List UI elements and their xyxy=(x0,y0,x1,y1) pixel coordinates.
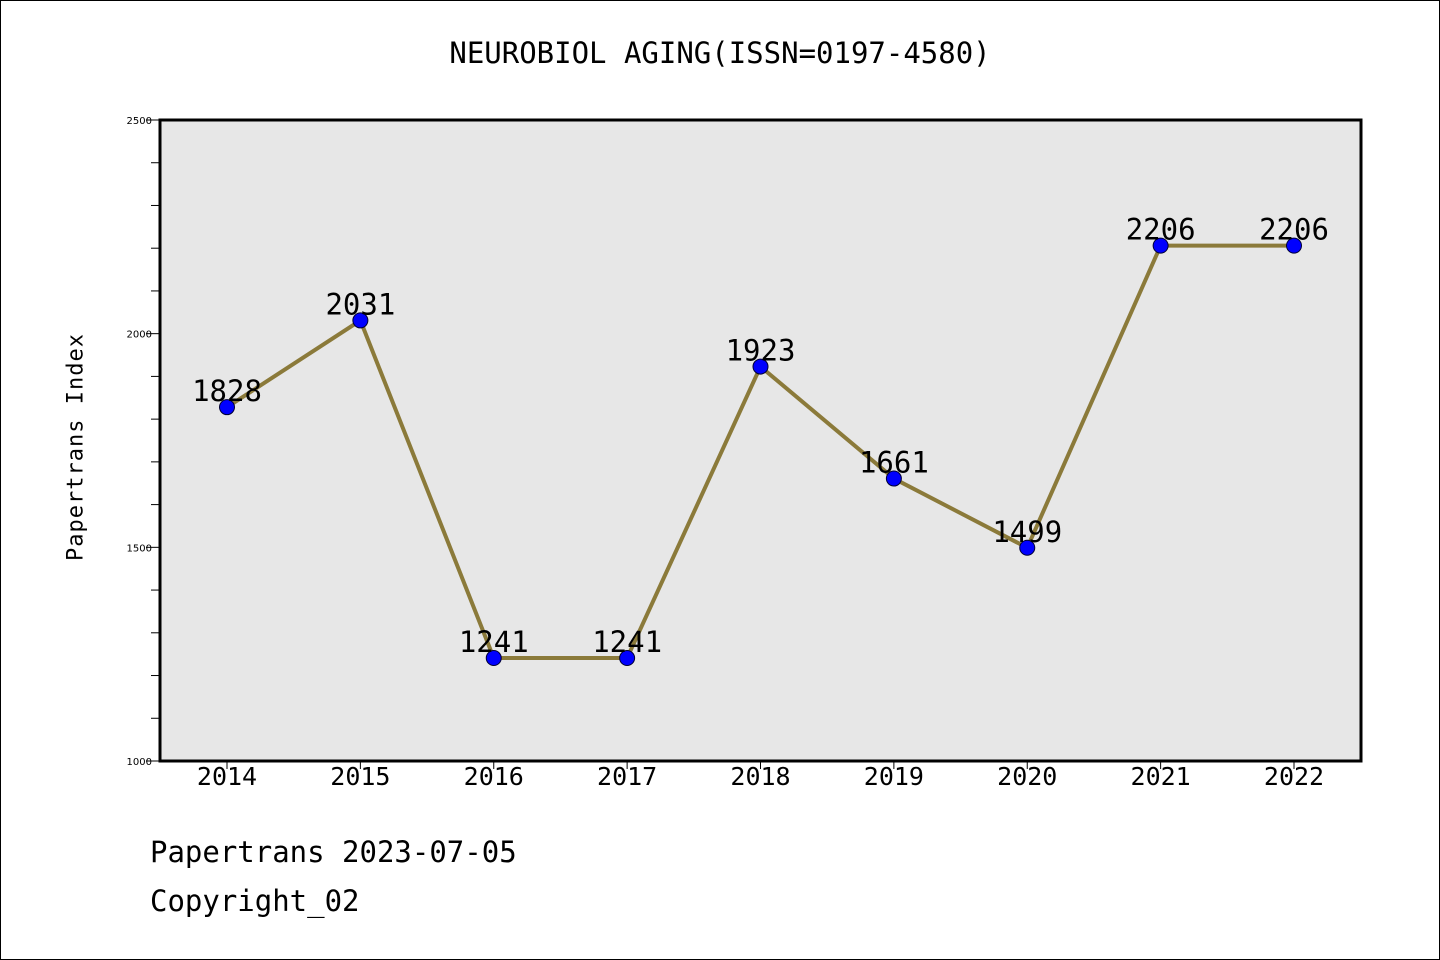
data-label: 1661 xyxy=(859,446,929,480)
data-point-marker xyxy=(1019,539,1036,556)
y-tick-label: 1500 xyxy=(127,543,152,554)
data-point-marker xyxy=(752,358,769,375)
x-tick-label: 2021 xyxy=(1131,762,1191,791)
x-tick-label: 2017 xyxy=(597,762,657,791)
data-point-marker xyxy=(1286,237,1302,254)
data-label: 1499 xyxy=(992,515,1062,549)
footer-credit: Papertrans 2023-07-05 xyxy=(150,835,517,869)
data-label: 2031 xyxy=(325,287,395,321)
x-tick-label: 2020 xyxy=(997,762,1057,791)
y-tick-label: 2000 xyxy=(127,330,152,341)
footer-copyright: Copyright_02 xyxy=(150,884,360,918)
data-point-marker xyxy=(619,650,636,667)
data-label: 2206 xyxy=(1259,213,1329,247)
data-point-marker xyxy=(485,650,502,667)
y-tick-label: 2500 xyxy=(127,116,152,127)
x-tick-label: 2022 xyxy=(1264,762,1324,791)
plot-border xyxy=(158,118,1363,763)
data-point-marker xyxy=(352,312,369,329)
data-label: 1241 xyxy=(592,625,662,659)
data-point-marker xyxy=(219,399,235,416)
x-tick-label: 2016 xyxy=(464,762,524,791)
data-label: 1241 xyxy=(459,625,529,659)
x-tick-label: 2018 xyxy=(730,762,790,791)
data-point-marker xyxy=(1152,237,1169,254)
x-tick-label: 2014 xyxy=(197,762,257,791)
x-tick-label: 2015 xyxy=(330,762,390,791)
data-label: 1923 xyxy=(726,334,796,368)
plot-area xyxy=(160,120,1361,761)
data-label: 2206 xyxy=(1126,213,1196,247)
x-tick-label: 2019 xyxy=(864,762,924,791)
y-tick-label: 1000 xyxy=(127,757,152,768)
data-point-marker xyxy=(885,470,902,487)
data-label: 1828 xyxy=(192,374,262,408)
chart-title: NEUROBIOL AGING(ISSN=0197-4580) xyxy=(449,36,991,70)
